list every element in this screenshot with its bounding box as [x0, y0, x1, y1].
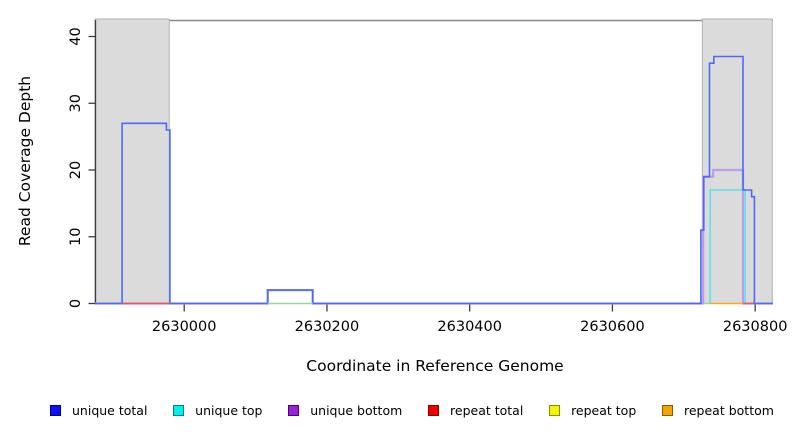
- legend-label: repeat bottom: [684, 402, 774, 418]
- legend-label: repeat total: [450, 402, 524, 418]
- legend-swatch-icon: [662, 404, 673, 416]
- y-tick-label: 10: [68, 228, 84, 246]
- legend-swatch-icon: [288, 404, 300, 416]
- legend-item-unique-bottom: unique bottom: [288, 403, 402, 418]
- y-tick-label: 0: [68, 299, 84, 308]
- legend-swatch-icon: [173, 404, 185, 416]
- series-unique-total-line: [95, 55, 773, 305]
- y-tick-label: 20: [68, 161, 84, 179]
- plot-area: 0 10 20 30 40 2630000 2630200 2630400 2630600 263…: [68, 18, 788, 335]
- masked-region: [94, 18, 170, 304]
- legend-label: unique bottom: [310, 402, 403, 418]
- legend-swatch-icon: [50, 404, 61, 416]
- legend-swatch-icon: [549, 404, 561, 416]
- legend-label: unique total: [72, 402, 148, 418]
- legend-item-repeat-top: repeat top: [549, 403, 636, 418]
- legend-item-repeat-total: repeat total: [428, 403, 523, 418]
- x-tick-label: 2630400: [437, 319, 502, 335]
- legend-item-unique-top: unique top: [173, 403, 262, 418]
- series-unique-top-line: [709, 189, 746, 304]
- x-tick-label: 2630000: [152, 319, 217, 335]
- legend-swatch-icon: [428, 404, 440, 416]
- x-tick-label: 2630800: [723, 319, 788, 335]
- y-tick-label: 30: [68, 94, 84, 112]
- x-tick-label: 2630600: [580, 319, 645, 335]
- legend-item-unique-total: unique total: [50, 403, 147, 418]
- legend: unique total unique top unique bottom repea…: [50, 400, 782, 420]
- legend-label: repeat top: [571, 402, 637, 418]
- y-axis-title: Read Coverage Depth: [16, 75, 34, 247]
- y-tick-label: 40: [68, 27, 84, 45]
- masked-region: [701, 18, 773, 304]
- x-axis-title: Coordinate in Reference Genome: [306, 357, 564, 375]
- x-tick-label: 2630200: [295, 319, 360, 335]
- legend-label: unique top: [195, 402, 263, 418]
- series-unique-bottom-line: [95, 168, 773, 305]
- legend-item-repeat-bottom: repeat bottom: [662, 403, 774, 418]
